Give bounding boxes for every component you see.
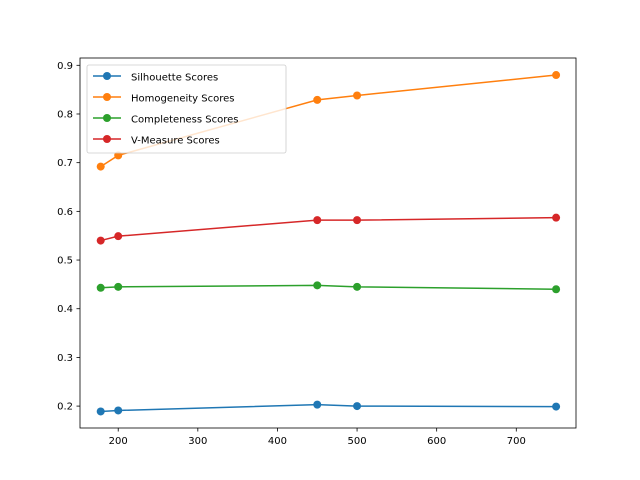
legend: Silhouette Scores Homogeneity Scores Compl… [86,64,287,154]
series-line [100,403,557,413]
legend-box [86,64,287,154]
data-point [114,282,123,291]
x-tick-label: 300 [188,436,207,447]
y-tick-label: 0.5 [57,256,73,267]
data-point [114,406,123,415]
legend-label: Completeness Scores [131,115,239,126]
legend-label: Silhouette Scores [131,73,218,84]
data-point [313,216,322,225]
data-point [552,402,561,411]
series-line [100,284,557,290]
legend-marker [103,135,111,143]
y-tick-label: 0.9 [57,61,73,72]
y-tick-label: 0.3 [57,353,73,364]
series-homogeneity-scores [96,71,561,171]
series-layer [96,71,561,416]
series-v-measure-scores [96,213,561,245]
axis-ticks: 200 300 400 500 600 700 0.2 0.3 0.4 0.5 0.6 0.7 0.8 0… [57,61,526,447]
data-point [552,213,561,222]
data-point [353,282,362,291]
y-tick-label: 0.4 [57,304,73,315]
data-point [96,407,105,416]
legend-item: V-Measure Scores [93,135,220,147]
y-tick-label: 0.8 [57,109,73,120]
data-point [552,285,561,294]
data-point [353,402,362,411]
x-tick-label: 600 [427,436,446,447]
y-tick-label: 0.7 [57,158,73,169]
data-point [96,162,105,171]
legend-label: Homogeneity Scores [131,94,235,105]
series-completeness-scores [96,281,561,294]
x-tick-label: 200 [109,436,128,447]
x-tick-label: 400 [268,436,287,447]
series-line [100,216,557,242]
legend-marker [103,93,111,101]
data-point [96,236,105,245]
series-silhouette-scores [96,400,561,416]
y-tick-label: 0.2 [57,402,73,413]
data-point [114,232,123,241]
legend-item: Silhouette Scores [93,72,218,84]
legend-item: Completeness Scores [93,114,239,126]
legend-item: Homogeneity Scores [93,93,235,105]
data-point [313,281,322,290]
legend-marker [103,114,111,122]
axes-frame [79,57,577,429]
legend-marker [103,72,111,80]
data-point [552,71,561,80]
data-point [313,400,322,409]
y-tick-label: 0.6 [57,207,73,218]
data-point [353,91,362,100]
data-point [96,283,105,292]
x-tick-label: 500 [348,436,367,447]
x-tick-label: 700 [507,436,526,447]
data-point [313,95,322,104]
legend-label: V-Measure Scores [131,136,220,147]
data-point [353,216,362,225]
